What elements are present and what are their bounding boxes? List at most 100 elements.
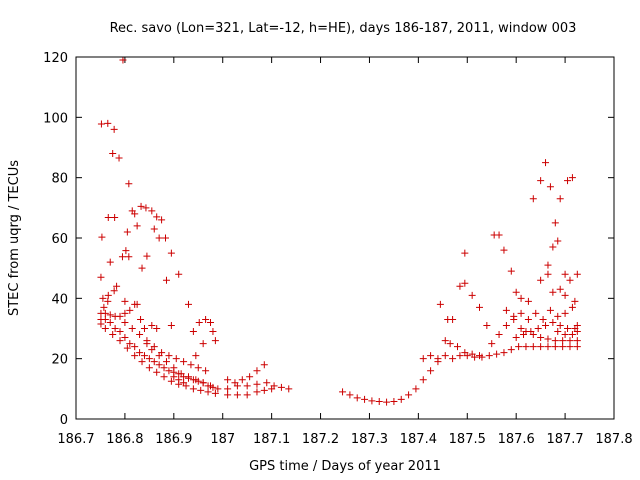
data-point (512, 334, 520, 342)
data-point (542, 159, 550, 167)
data-point (427, 367, 435, 375)
data-point (522, 343, 530, 351)
data-point (573, 343, 581, 351)
data-point (517, 294, 525, 302)
data-point (148, 346, 156, 354)
y-tick-label: 40 (51, 292, 68, 307)
data-point (568, 331, 576, 339)
data-point (405, 391, 413, 399)
data-point (537, 334, 545, 342)
data-point (170, 373, 178, 381)
data-point (150, 358, 158, 366)
data-point (517, 309, 525, 317)
data-point (517, 325, 525, 332)
data-point (510, 312, 518, 320)
data-point (97, 273, 105, 281)
data-point (153, 213, 161, 221)
data-point (155, 234, 163, 242)
plot-frame (75, 56, 615, 420)
data-point (559, 337, 567, 345)
data-point (441, 352, 449, 360)
x-tick-label: 187.3 (351, 432, 388, 447)
data-point (549, 288, 557, 296)
data-point (104, 119, 112, 127)
data-point (571, 297, 579, 305)
data-point (211, 337, 219, 345)
data-point (556, 195, 564, 203)
data-point (253, 367, 261, 375)
data-point (175, 270, 183, 278)
data-point (104, 291, 112, 299)
data-point (568, 303, 576, 311)
data-point (368, 397, 376, 405)
data-point (573, 270, 581, 278)
data-point (131, 352, 139, 360)
data-point (573, 321, 581, 329)
data-point (461, 279, 469, 287)
data-point (165, 367, 173, 375)
data-point (167, 377, 175, 385)
data-point (390, 398, 398, 406)
data-point (118, 253, 126, 261)
data-point (546, 183, 554, 191)
data-point (202, 367, 210, 375)
data-point (277, 383, 285, 391)
data-point (456, 352, 464, 360)
data-point (106, 318, 114, 326)
data-point (160, 373, 168, 381)
data-point (488, 340, 496, 348)
data-point (199, 340, 207, 348)
data-point (529, 343, 537, 351)
data-point (551, 337, 559, 345)
data-point (556, 321, 564, 329)
data-point (116, 312, 124, 320)
data-point (131, 343, 139, 351)
data-point (233, 391, 241, 399)
data-point (104, 297, 112, 305)
data-point (544, 270, 552, 278)
data-point (214, 385, 222, 393)
data-points (97, 56, 581, 406)
data-point (194, 364, 202, 372)
data-point (153, 368, 161, 376)
data-point (109, 150, 117, 158)
data-point (207, 382, 214, 390)
data-point (131, 210, 139, 218)
data-point (109, 331, 117, 339)
data-point (436, 300, 444, 308)
data-point (456, 282, 464, 290)
data-point (260, 361, 268, 369)
data-point (189, 385, 197, 393)
data-point (224, 391, 232, 399)
x-tick-label: 187.5 (449, 432, 486, 447)
data-point (260, 386, 268, 394)
data-point (125, 253, 133, 261)
data-point (537, 177, 545, 185)
data-point (243, 391, 251, 399)
data-point (485, 352, 493, 360)
data-point (121, 297, 129, 305)
data-point (119, 56, 127, 64)
data-point (121, 318, 129, 326)
x-tick-label: 187 (210, 432, 235, 447)
data-point (573, 337, 581, 345)
data-point (515, 343, 523, 351)
data-point (573, 328, 581, 336)
data-point (99, 294, 107, 302)
y-tick-label: 120 (43, 51, 68, 66)
data-point (140, 352, 148, 360)
data-point (412, 385, 420, 393)
data-point (468, 291, 476, 299)
data-point (561, 331, 569, 339)
data-point (353, 394, 361, 402)
data-point (238, 376, 246, 384)
data-point (170, 364, 178, 372)
data-point (150, 225, 158, 233)
data-point (546, 306, 554, 314)
data-point (520, 331, 528, 339)
data-point (143, 252, 151, 260)
data-point (123, 344, 131, 352)
data-point (123, 228, 131, 236)
data-point (111, 213, 119, 221)
data-point (138, 358, 146, 366)
